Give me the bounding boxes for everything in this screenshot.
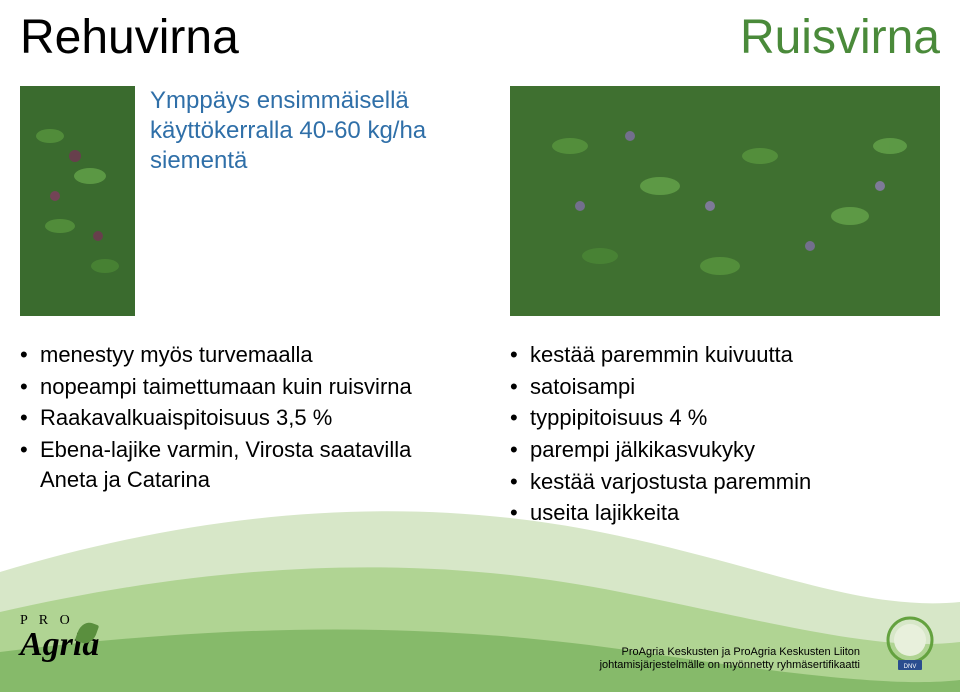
list-item: Ebena-lajike varmin, Virosta saatavilla … [20,435,450,494]
bullet-columns: menestyy myös turvemaalla nopeampi taime… [20,340,940,530]
title-left: Rehuvirna [20,10,239,65]
footer-text: ProAgria Keskusten ja ProAgria Keskusten… [600,646,860,672]
photo-right [510,86,940,316]
cert-badge-icon: DNV [880,614,940,674]
logo-agria-text: Agria [20,628,99,662]
swoosh-mid [0,567,960,692]
right-column: kestää paremmin kuivuutta satoisampi typ… [510,340,940,530]
list-item: menestyy myös turvemaalla [20,340,450,370]
left-column: menestyy myös turvemaalla nopeampi taime… [20,340,450,530]
list-item: typpipitoisuus 4 % [510,403,940,433]
footer-line1: ProAgria Keskusten ja ProAgria Keskusten… [600,646,860,659]
photo-left [20,86,135,316]
list-item: satoisampi [510,372,940,402]
svg-text:DNV: DNV [904,664,917,670]
list-item: nopeampi taimettumaan kuin ruisvirna [20,372,450,402]
footer-line2: johtamisjärjestelmälle on myönnetty ryhm… [600,659,860,672]
right-bullet-list: kestää paremmin kuivuutta satoisampi typ… [510,340,940,528]
list-item: parempi jälkikasvukyky [510,435,940,465]
title-right: Ruisvirna [740,10,940,65]
header-row: Rehuvirna Ruisvirna [20,10,940,65]
list-item: useita lajikkeita [510,498,940,528]
list-item: kestää varjostusta paremmin [510,467,940,497]
subtitle: Ymppäys ensimmäisellä käyttökerralla 40-… [150,86,460,176]
list-item: Raakavalkuaispitoisuus 3,5 % [20,403,450,433]
list-item: kestää paremmin kuivuutta [510,340,940,370]
proagria-logo: P R O Agria [20,614,99,662]
left-bullet-list: menestyy myös turvemaalla nopeampi taime… [20,340,450,494]
